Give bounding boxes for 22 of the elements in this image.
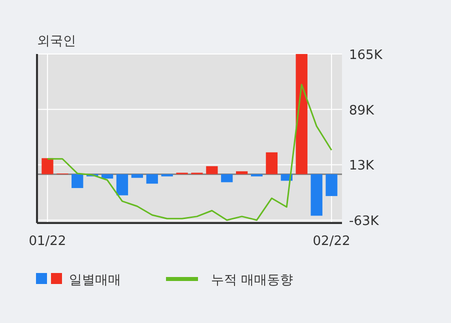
bar [310,174,322,216]
x-tick-label: 01/22 [28,234,66,249]
line-series [46,84,332,221]
legend-label: 일별매매 [69,273,121,288]
bar [266,152,278,174]
bar [206,166,218,174]
bar [326,174,338,196]
chart-title: 외국인 [37,34,76,49]
bar [221,174,233,182]
legend-label: 누적 매매동향 [211,273,294,288]
bar [131,174,144,178]
y-tick-label: 13K [349,158,375,174]
bar [296,54,308,174]
y-tick-label: 89K [349,103,375,118]
bar [42,158,54,174]
bar [146,174,158,184]
bar [116,174,128,196]
y-tick-label: -63K [349,214,380,230]
bar [72,174,84,188]
y-tick-label: 165K [349,48,383,63]
bar [101,174,114,179]
x-tick-label: 02/22 [312,234,350,249]
